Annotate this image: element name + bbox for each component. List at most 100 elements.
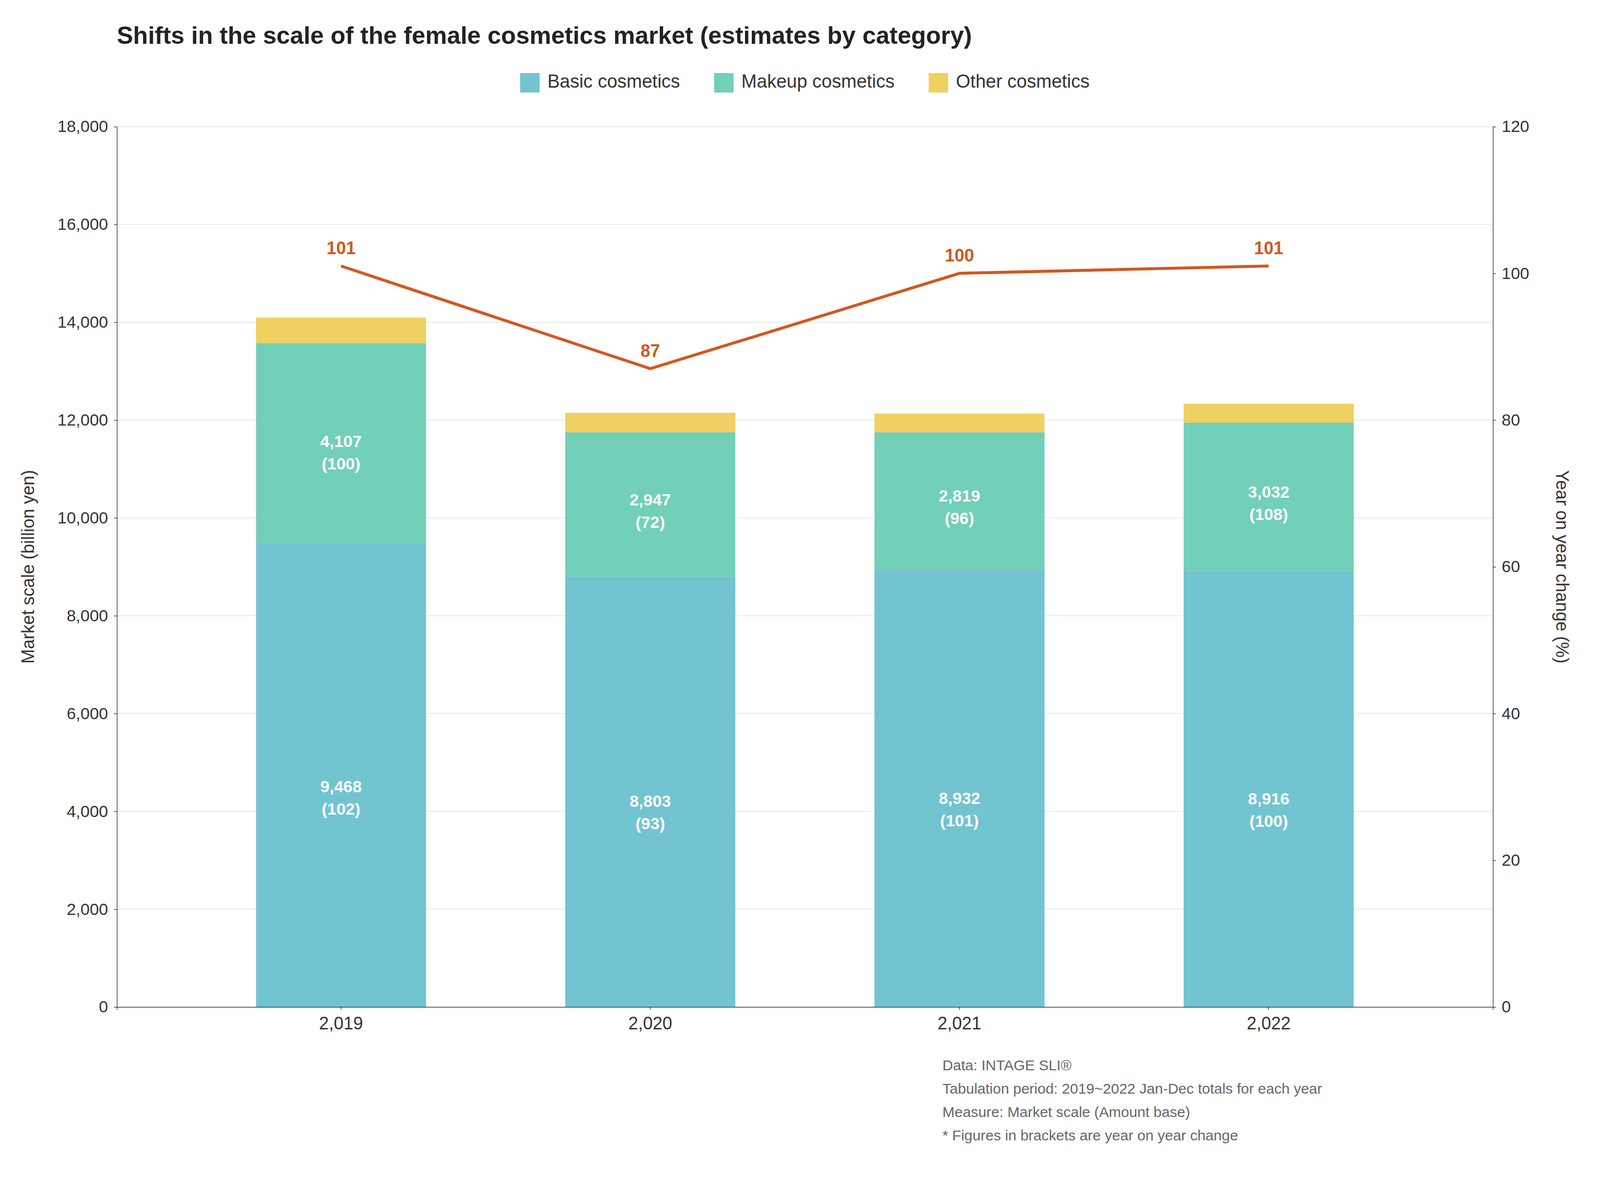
tick-mark bbox=[959, 1006, 960, 1010]
data-label: 3,032 bbox=[1247, 482, 1290, 502]
tick-mark bbox=[1492, 713, 1496, 714]
tick: 16,000 bbox=[57, 214, 117, 234]
data-label: 8,932 bbox=[938, 788, 981, 808]
data-label: 9,468 bbox=[320, 777, 362, 796]
tick-label: 40 bbox=[1501, 704, 1521, 723]
annotation: Data: INTAGE SLI® bbox=[942, 1057, 1072, 1074]
axis-domain bbox=[113, 127, 118, 1008]
bar bbox=[1183, 422, 1354, 572]
marks bbox=[256, 265, 1354, 1007]
tick-label: 80 bbox=[1501, 410, 1521, 429]
tick-mark bbox=[113, 322, 117, 323]
tick: 40 bbox=[1492, 704, 1521, 723]
tick-mark bbox=[113, 909, 117, 910]
tick-mark bbox=[113, 1006, 117, 1008]
grid bbox=[116, 126, 1493, 1007]
tick-label: 4,000 bbox=[66, 801, 109, 821]
tick: 12,000 bbox=[57, 410, 117, 429]
tick: 100 bbox=[1492, 263, 1530, 283]
data-label-yoy: (100) bbox=[1249, 811, 1288, 831]
tick-mark bbox=[1268, 1006, 1269, 1010]
annotation: Tabulation period: 2019~2022 Jan-Dec tot… bbox=[942, 1080, 1323, 1097]
tick-label: 20 bbox=[1501, 850, 1521, 870]
tick: 60 bbox=[1492, 557, 1521, 576]
tick-label: 2,022 bbox=[1246, 1013, 1291, 1034]
bar bbox=[256, 342, 427, 544]
tick: 18,000 bbox=[57, 116, 117, 136]
tick-mark bbox=[113, 615, 117, 616]
data-label: 8,916 bbox=[1247, 789, 1290, 808]
bar-series bbox=[256, 317, 1354, 432]
tick-label: 18,000 bbox=[57, 116, 109, 136]
legend-swatch bbox=[928, 73, 949, 93]
legend-item: Other cosmetics bbox=[928, 71, 1090, 93]
bar bbox=[874, 413, 1045, 432]
tick: 14,000 bbox=[57, 312, 117, 332]
chart: Shifts in the scale of the female cosmet… bbox=[0, 0, 1600, 1192]
tick: 80 bbox=[1492, 410, 1521, 429]
bar-series bbox=[256, 342, 1354, 577]
data-label: 8,803 bbox=[629, 791, 671, 811]
data-label-yoy: (101) bbox=[940, 811, 979, 830]
y2-axis-title: Year on year change (%) bbox=[1552, 470, 1573, 664]
tick-label: 2,000 bbox=[66, 899, 109, 918]
axis: 020406080100120 bbox=[1492, 116, 1530, 1016]
title: Shifts in the scale of the female cosmet… bbox=[116, 21, 972, 50]
tick-label: 12,000 bbox=[57, 410, 109, 429]
legend-label: Other cosmetics bbox=[955, 71, 1090, 92]
legend-item: Makeup cosmetics bbox=[714, 71, 895, 93]
axis-domain bbox=[117, 1007, 1494, 1011]
tick-mark bbox=[1492, 1006, 1496, 1008]
axis: 0 2,000 4,000 6,000 8,000 10,000 12,000 14,000 1… bbox=[57, 116, 118, 1016]
tick-mark bbox=[113, 420, 117, 421]
tick-mark bbox=[113, 224, 117, 225]
bar bbox=[565, 576, 736, 1007]
data-label-yoy: (72) bbox=[635, 512, 665, 532]
tick-label: 2,021 bbox=[937, 1013, 982, 1034]
bar bbox=[874, 432, 1045, 571]
tick-mark bbox=[1492, 273, 1496, 274]
x-axis: 2,019 2,020 2,021 2,022 bbox=[117, 1006, 1494, 1034]
bar bbox=[874, 570, 1045, 1007]
axis-domain bbox=[1493, 127, 1497, 1008]
tick-mark bbox=[650, 1006, 651, 1010]
tick: 10,000 bbox=[57, 508, 117, 527]
line-label: 100 bbox=[944, 245, 974, 266]
plot: 9,468 (102) 8,803 (93) 8,932 (101) 8,916 (100) 4… bbox=[57, 116, 1530, 1033]
bar bbox=[1183, 403, 1354, 423]
legend-label: Basic cosmetics bbox=[547, 71, 680, 92]
line bbox=[340, 265, 1269, 369]
grid-line bbox=[116, 223, 1493, 225]
bar-series bbox=[256, 543, 1354, 1007]
tick-label: 10,000 bbox=[57, 508, 109, 527]
tick-label: 2,020 bbox=[628, 1013, 672, 1034]
tick-mark bbox=[113, 126, 117, 128]
line-label: 101 bbox=[1254, 238, 1284, 259]
data-label-yoy: (108) bbox=[1249, 504, 1288, 524]
annotation: * Figures in brackets are year on year c… bbox=[942, 1127, 1239, 1144]
legend-item: Basic cosmetics bbox=[520, 71, 680, 93]
data-label: 2,819 bbox=[938, 486, 981, 505]
line-label: 87 bbox=[640, 340, 660, 361]
data-label-yoy: (93) bbox=[635, 814, 665, 833]
tick: 2,020 bbox=[628, 1006, 672, 1034]
tick: 2,000 bbox=[66, 899, 117, 918]
tick-mark bbox=[113, 518, 117, 519]
tick-mark bbox=[113, 713, 117, 714]
tick: 20 bbox=[1492, 850, 1521, 870]
tick-mark bbox=[1492, 860, 1496, 861]
tick: 4,000 bbox=[66, 801, 117, 821]
y-axis-title: Market scale (billion yen) bbox=[18, 469, 38, 664]
tick-label: 6,000 bbox=[66, 704, 109, 723]
tick: 2,019 bbox=[318, 1006, 363, 1034]
tick: 0 bbox=[98, 997, 117, 1016]
tick-label: 14,000 bbox=[57, 312, 109, 332]
data-label: 2,947 bbox=[629, 490, 671, 509]
tick-label: 0 bbox=[98, 997, 109, 1016]
data-label: 4,107 bbox=[320, 431, 362, 451]
data-label-yoy: (102) bbox=[321, 799, 361, 819]
tick-mark bbox=[1492, 420, 1496, 421]
tick-label: 8,000 bbox=[66, 606, 109, 625]
legend-swatch bbox=[714, 73, 734, 93]
bar bbox=[565, 412, 736, 433]
